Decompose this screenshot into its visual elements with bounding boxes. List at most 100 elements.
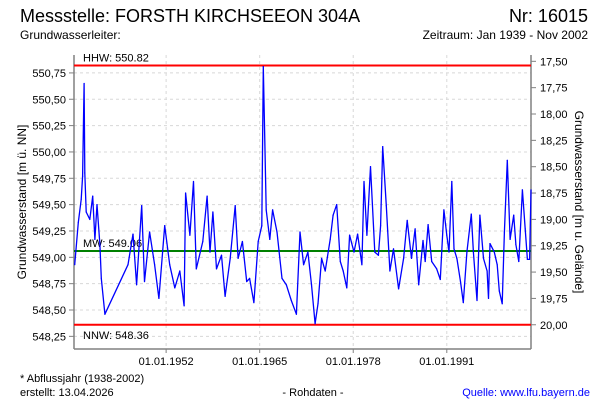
y2-tick-label: 19,75 [540, 293, 568, 305]
data-point [366, 234, 368, 236]
data-point [224, 295, 226, 297]
data-point [307, 251, 309, 253]
y-tick-label: 549,00 [32, 252, 66, 264]
data-point [136, 284, 138, 286]
y2-tick-label: 18,25 [540, 135, 568, 147]
data-point [336, 204, 338, 206]
grid [74, 55, 531, 349]
data-point [377, 254, 380, 256]
data-point [389, 270, 391, 272]
data-point [385, 205, 387, 207]
data-point [339, 260, 341, 263]
data-point [215, 268, 218, 270]
data-point [482, 257, 485, 259]
data-point [524, 228, 526, 230]
y2-tick-label: 18,00 [540, 109, 568, 121]
data-point [77, 221, 79, 224]
reference-lines: HHW: 550.82 MW: 549.06 NNW: 548.36 [74, 53, 531, 342]
data-point [100, 277, 102, 279]
data-point [132, 233, 134, 235]
data-point [493, 251, 495, 253]
data-point [184, 192, 187, 194]
data-point [427, 224, 429, 226]
station-number: Nr: 16015 [509, 6, 588, 26]
data-point [403, 257, 405, 259]
data-point [241, 240, 244, 243]
data-point [369, 166, 372, 168]
data-point [356, 233, 359, 235]
data-point [290, 299, 292, 302]
data-point [257, 240, 259, 243]
data-point [332, 214, 334, 216]
data-point [314, 323, 316, 325]
y2-tick-label: 18,50 [540, 162, 568, 174]
data-point [456, 257, 458, 259]
data-point [329, 238, 331, 241]
data-point [302, 264, 305, 266]
y-tick-label: 549,50 [32, 200, 66, 212]
data-point [179, 270, 181, 272]
data-point [261, 225, 263, 227]
footnote: * Abflussjahr (1938-2002) [20, 373, 144, 385]
data-point [506, 159, 508, 161]
data-point [397, 288, 400, 290]
data-point [272, 209, 274, 211]
data-point [518, 260, 520, 263]
data-point [96, 204, 98, 206]
series-line [74, 65, 532, 325]
data-point [470, 213, 472, 215]
data-point [486, 270, 488, 272]
data-point [382, 146, 384, 148]
data-point [431, 260, 433, 263]
y2-axis-title: Grundwasserstand [m u. Gelände] [572, 111, 586, 294]
data-point [202, 240, 204, 243]
x-tick-label: 01.01.1978 [326, 356, 381, 368]
data-point [99, 244, 101, 246]
data-point [148, 231, 151, 233]
data-point [453, 248, 455, 250]
data-point [462, 302, 464, 304]
data-point [164, 225, 166, 227]
axes: 550,75 550,50 550,25 550,00 549,75 549,50 549,… [32, 55, 568, 368]
y-tick-label: 550,25 [32, 121, 66, 133]
data-point [487, 297, 490, 300]
data-point [281, 277, 283, 279]
data-point [295, 313, 297, 315]
data-point [154, 264, 156, 266]
data-point [501, 303, 503, 305]
data-point [526, 258, 529, 261]
data-point [346, 287, 348, 289]
y-tick-label: 548,25 [32, 331, 66, 343]
data-point [189, 234, 191, 236]
data-point [406, 219, 408, 222]
y2-tick-label: 20,00 [540, 320, 568, 332]
data-point [212, 211, 214, 213]
data-point [446, 234, 448, 236]
data-point [246, 280, 248, 283]
data-point [195, 268, 197, 270]
data-point [530, 189, 532, 191]
y-tick-label: 548,50 [32, 305, 66, 317]
data-point [85, 211, 87, 213]
data-point [448, 251, 450, 253]
x-tick-label: 01.01.1991 [419, 356, 474, 368]
data-point [521, 189, 523, 191]
data-point [414, 228, 416, 230]
y2-tick-label: 19,00 [540, 214, 568, 226]
data-point [94, 238, 96, 241]
data-point [342, 270, 344, 272]
period-label: Zeitraum: Jan 1939 - Nov 2002 [423, 28, 589, 42]
data-point [276, 231, 278, 233]
source-link[interactable]: Quelle: www.lfu.bayern.de [462, 387, 590, 399]
station-title: Messstelle: FORSTH KIRCHSEEON 304A [20, 6, 360, 26]
data-point [466, 251, 468, 253]
y-tick-label: 548,75 [32, 279, 66, 291]
data-point [379, 225, 382, 227]
data-point [310, 284, 313, 286]
data-point [410, 257, 413, 259]
series-layer [74, 65, 532, 325]
data-point [141, 205, 143, 207]
data-point [229, 257, 231, 259]
data-point [249, 277, 251, 279]
